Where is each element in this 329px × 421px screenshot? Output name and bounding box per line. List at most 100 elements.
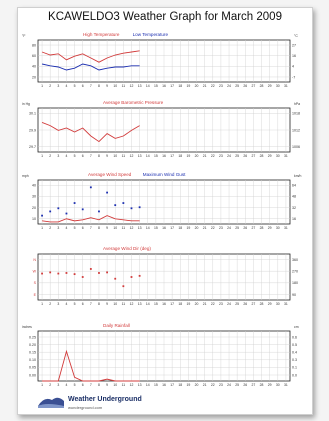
weather-charts: 1 2 3 4 5 6 7 8 9 10 11 12 13 14 15 16 17 18 19 20 21 22 23 24 2… (22, 32, 301, 387)
x-tick-label: 26 (243, 154, 247, 158)
x-tick-label: 26 (243, 383, 247, 387)
y-tick-label-right: 1012 (292, 128, 300, 132)
x-tick-label: 28 (260, 154, 264, 158)
y-tick-label-right: 1006 (292, 145, 300, 149)
series-line-2 (41, 63, 140, 71)
series-point (130, 207, 133, 210)
y-tick-label-right: 0.3 (292, 358, 297, 362)
x-tick-label: 19 (186, 302, 190, 306)
x-tick-label: 30 (276, 84, 280, 88)
x-tick-label: 10 (113, 226, 117, 230)
x-tick-label: 19 (186, 154, 190, 158)
x-tick-label: 22 (211, 154, 215, 158)
y-tick-label-right: 1018 (292, 112, 300, 116)
y-tick-label-left: 0.25 (29, 335, 36, 339)
x-tick-label: 12 (130, 302, 134, 306)
x-tick-label: 25 (235, 84, 239, 88)
x-tick-label: 23 (219, 302, 223, 306)
x-tick-label: 24 (227, 383, 231, 387)
x-tick-label: 4 (66, 226, 68, 230)
x-tick-label: 13 (138, 226, 142, 230)
x-tick-label: 7 (90, 383, 92, 387)
x-tick-label: 6 (82, 226, 84, 230)
y-tick-label-right: 4 (292, 65, 294, 69)
chart-panel-1: 1 2 3 4 5 6 7 8 9 10 11 12 13 14 15 16 17 18 19 20 21 22 23 24 2… (22, 32, 298, 88)
y-tick-label-right: 16 (292, 54, 296, 58)
x-tick-label: 30 (276, 226, 280, 230)
y-tick-label-left: N (33, 258, 36, 262)
x-tick-label: 4 (66, 302, 68, 306)
x-tick-label: 16 (162, 226, 166, 230)
x-tick-label: 27 (252, 383, 256, 387)
y-axis-label-right: °C (294, 34, 298, 38)
x-tick-label: 20 (195, 302, 199, 306)
series-line-1 (41, 50, 140, 63)
y-tick-label-left: 20 (32, 206, 36, 210)
x-tick-label: 11 (122, 226, 126, 230)
series-point (98, 272, 100, 274)
x-tick-label: 20 (195, 84, 199, 88)
x-tick-label: 31 (284, 226, 288, 230)
y-tick-label-right: 360 (292, 258, 298, 262)
series-point (106, 271, 108, 274)
x-tick-label: 22 (211, 302, 215, 306)
x-tick-label: 23 (219, 226, 223, 230)
x-tick-label: 17 (170, 84, 174, 88)
series-point (57, 272, 60, 275)
x-tick-label: 18 (178, 84, 182, 88)
x-tick-label: 30 (276, 302, 280, 306)
x-tick-label: 31 (284, 302, 288, 306)
x-tick-label: 8 (98, 302, 100, 306)
series-point (114, 204, 117, 207)
x-tick-label: 22 (211, 226, 215, 230)
x-tick-label: 15 (154, 154, 158, 158)
legend-label: Average Wind Speed (88, 172, 132, 177)
x-tick-label: 6 (82, 302, 84, 306)
x-tick-label: 16 (162, 302, 166, 306)
x-tick-label: 23 (219, 84, 223, 88)
series-point (65, 272, 68, 274)
y-axis-label-right: cm (294, 325, 299, 329)
x-tick-label: 29 (268, 226, 272, 230)
x-tick-label: 9 (106, 154, 108, 158)
x-tick-label: 21 (203, 226, 207, 230)
x-tick-label: 13 (138, 383, 142, 387)
x-tick-label: 27 (252, 154, 256, 158)
x-tick-label: 5 (74, 226, 76, 230)
x-tick-label: 26 (243, 302, 247, 306)
x-tick-label: 24 (227, 84, 231, 88)
x-tick-label: 20 (195, 154, 199, 158)
x-tick-label: 28 (260, 302, 264, 306)
x-tick-label: 24 (227, 226, 231, 230)
x-tick-label: 28 (260, 383, 264, 387)
series-line-1 (42, 349, 140, 382)
series-point (98, 210, 100, 213)
y-tick-label-right: 270 (292, 269, 298, 273)
series-line-1 (42, 215, 140, 223)
y-tick-label-left: 60 (32, 54, 36, 58)
x-tick-label: 27 (252, 226, 256, 230)
x-tick-label: 29 (268, 84, 272, 88)
y-tick-label-right: 48 (292, 195, 296, 199)
y-tick-label-left: 0.20 (29, 343, 36, 347)
x-tick-label: 9 (106, 84, 108, 88)
y-tick-label-left: 0.15 (29, 351, 36, 355)
x-tick-label: 14 (146, 302, 150, 306)
legend-label: Maximum Wind Gust (143, 172, 186, 177)
x-tick-label: 10 (113, 154, 117, 158)
x-tick-label: 16 (162, 84, 166, 88)
y-tick-label-right: 0.4 (292, 351, 297, 355)
series-point (138, 274, 141, 277)
x-tick-label: 17 (170, 383, 174, 387)
x-tick-label: 28 (260, 226, 264, 230)
x-tick-label: 7 (90, 302, 92, 306)
legend-label: Average Wind Dir (deg) (103, 246, 151, 251)
x-tick-label: 17 (170, 226, 174, 230)
x-tick-label: 10 (113, 84, 117, 88)
series-point (114, 277, 117, 280)
legend-label: Average Barometric Pressure (103, 100, 164, 105)
series-point (57, 207, 60, 210)
x-tick-label: 26 (243, 84, 247, 88)
x-tick-label: 11 (122, 84, 126, 88)
x-tick-label: 21 (203, 84, 207, 88)
